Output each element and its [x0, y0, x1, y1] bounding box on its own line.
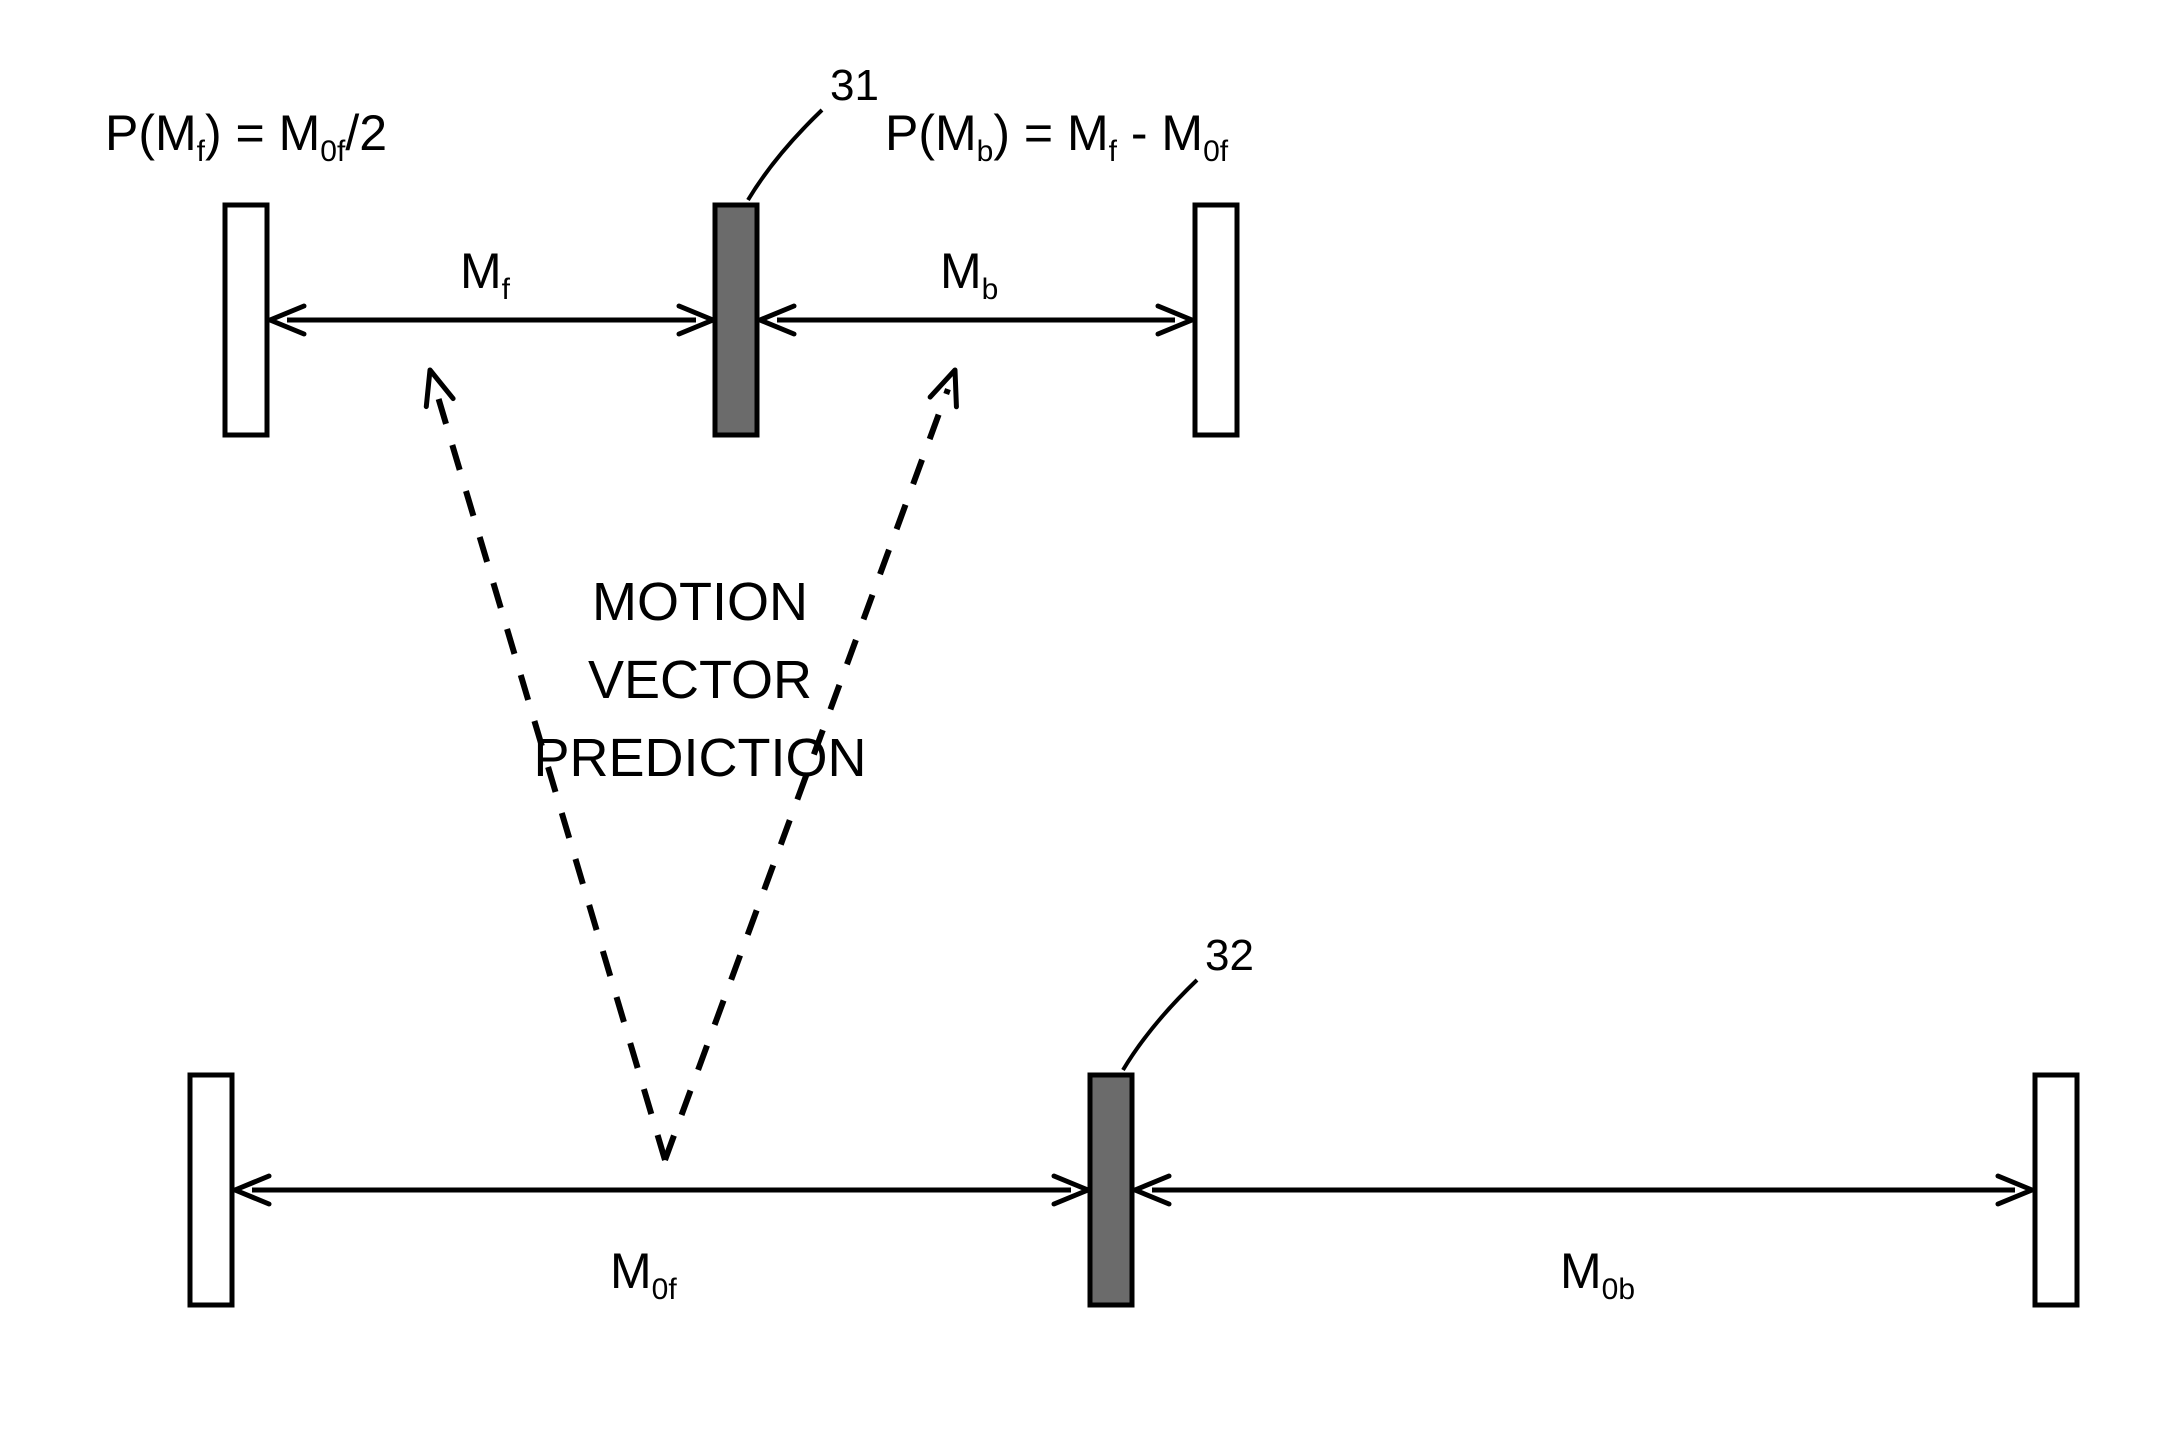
arrow-mb [760, 306, 1192, 334]
equation-pmf: P(Mf) = M0f/2 [105, 105, 387, 168]
bottom-left-frame [190, 1075, 232, 1305]
ref-32-label: 32 [1205, 931, 1254, 980]
ref-32: 32 [1123, 931, 1254, 1070]
equation-pmb: P(Mb) = Mf - M0f [885, 105, 1229, 168]
arrow-m0b [1135, 1176, 2032, 1204]
label-mf: Mf [460, 243, 511, 306]
label-mb: Mb [940, 243, 998, 306]
top-center-frame [715, 205, 757, 435]
ref-31: 31 [748, 61, 879, 200]
label-m0f: M0f [610, 1243, 677, 1306]
bottom-center-frame [1090, 1075, 1132, 1305]
bottom-right-frame [2035, 1075, 2077, 1305]
top-left-frame [225, 205, 267, 435]
ref-31-label: 31 [830, 61, 879, 110]
motion-vector-prediction-label: MOTIONVECTORPREDICTION [533, 572, 866, 788]
arrow-m0f [235, 1176, 1088, 1204]
arrow-mf [270, 306, 713, 334]
label-m0b: M0b [1560, 1243, 1635, 1306]
top-right-frame [1195, 205, 1237, 435]
